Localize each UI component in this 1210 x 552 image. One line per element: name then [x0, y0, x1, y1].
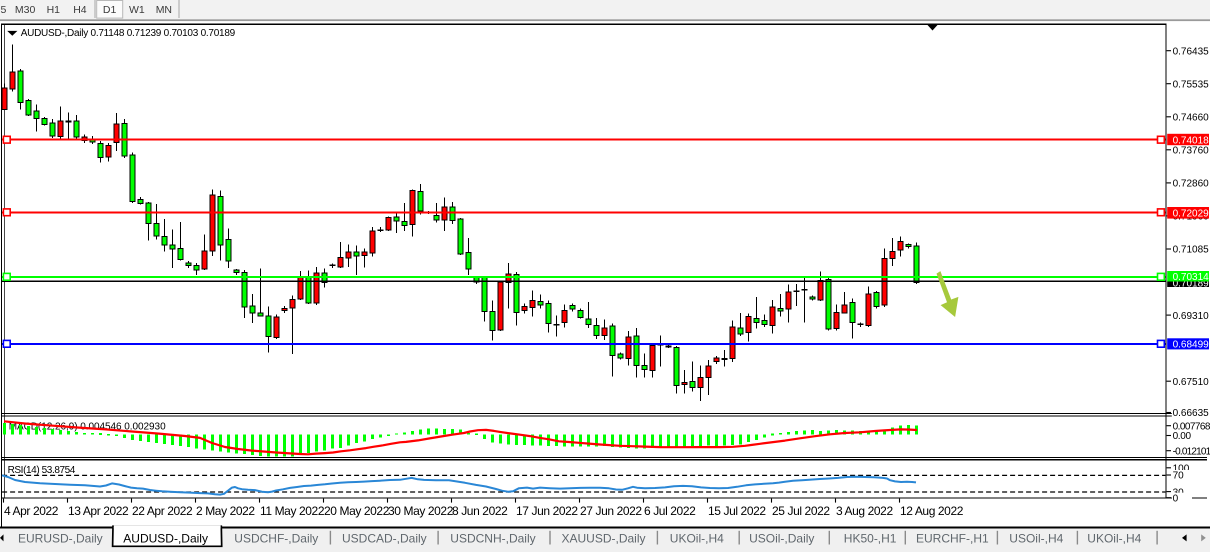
svg-text:0.76435: 0.76435 [1173, 46, 1210, 57]
svg-text:-0.012101: -0.012101 [1173, 446, 1210, 457]
svg-text:AUDUSD-,Daily 0.71148 0.71239: AUDUSD-,Daily 0.71148 0.71239 0.70103 0.… [21, 28, 236, 39]
svg-text:USDCAD-,Daily: USDCAD-,Daily [342, 532, 427, 546]
svg-text:0.72860: 0.72860 [1173, 179, 1210, 190]
svg-text:D1: D1 [103, 4, 117, 16]
svg-text:0.72029: 0.72029 [1173, 209, 1210, 220]
svg-text:3 Aug 2022: 3 Aug 2022 [836, 504, 893, 518]
svg-text:0.70189: 0.70189 [1173, 278, 1210, 289]
svg-text:22 Apr 2022: 22 Apr 2022 [132, 504, 193, 518]
svg-text:25 Jul 2022: 25 Jul 2022 [772, 504, 830, 518]
svg-text:H1: H1 [47, 4, 61, 16]
svg-text:0: 0 [1173, 493, 1179, 504]
svg-text:EURUSD-,Daily: EURUSD-,Daily [18, 532, 103, 546]
svg-text:70: 70 [1173, 471, 1185, 482]
svg-text:0.66635: 0.66635 [1173, 408, 1210, 419]
svg-text:30 May 2022: 30 May 2022 [388, 504, 454, 518]
svg-text:USOil-,H4: USOil-,H4 [1009, 532, 1063, 546]
svg-text:M30: M30 [15, 4, 36, 16]
svg-text:USOil-,Daily: USOil-,Daily [749, 532, 814, 546]
svg-text:20 May 2022: 20 May 2022 [324, 504, 390, 518]
svg-text:27 Jun 2022: 27 Jun 2022 [580, 504, 642, 518]
svg-text:0.00: 0.00 [1173, 431, 1192, 442]
svg-text:UKOil-,H4: UKOil-,H4 [1087, 532, 1141, 546]
svg-text:0.69310: 0.69310 [1173, 311, 1210, 322]
svg-text:H4: H4 [73, 4, 87, 16]
svg-text:2 May 2022: 2 May 2022 [196, 504, 255, 518]
svg-text:HK50-,H1: HK50-,H1 [844, 532, 897, 546]
svg-text:XAUUSD-,Daily: XAUUSD-,Daily [562, 532, 646, 546]
svg-text:0.007768: 0.007768 [1173, 421, 1210, 432]
svg-text:17 Jun 2022: 17 Jun 2022 [516, 504, 578, 518]
svg-text:0.68499: 0.68499 [1173, 339, 1210, 350]
svg-text:USDCHF-,Daily: USDCHF-,Daily [234, 532, 318, 546]
svg-text:0.74660: 0.74660 [1173, 113, 1210, 124]
svg-text:AUDUSD-,Daily: AUDUSD-,Daily [123, 532, 208, 546]
svg-text:0.71085: 0.71085 [1173, 245, 1210, 256]
svg-text:0.73760: 0.73760 [1173, 146, 1210, 157]
svg-text:0.70314: 0.70314 [1173, 272, 1210, 283]
svg-text:13 Apr 2022: 13 Apr 2022 [68, 504, 129, 518]
svg-text:4 Apr 2022: 4 Apr 2022 [4, 504, 59, 518]
svg-text:100: 100 [1173, 464, 1190, 475]
svg-text:USDCNH-,Daily: USDCNH-,Daily [450, 532, 535, 546]
svg-text:8 Jun 2022: 8 Jun 2022 [452, 504, 508, 518]
svg-text:UKOil-,H4: UKOil-,H4 [670, 532, 724, 546]
svg-text:EURCHF-,H1: EURCHF-,H1 [916, 532, 989, 546]
svg-text:MACD(12,26,9) 0.004546 0.00293: MACD(12,26,9) 0.004546 0.002930 [9, 421, 166, 432]
svg-text:0.75535: 0.75535 [1173, 79, 1210, 90]
svg-text:12 Aug 2022: 12 Aug 2022 [900, 504, 964, 518]
svg-text:5: 5 [1, 4, 7, 16]
svg-text:11 May 2022: 11 May 2022 [260, 504, 325, 518]
svg-text:MN: MN [156, 4, 172, 16]
svg-text:6 Jul 2022: 6 Jul 2022 [644, 504, 696, 518]
svg-text:RSI(14) 53.8754: RSI(14) 53.8754 [8, 465, 76, 476]
svg-text:15 Jul 2022: 15 Jul 2022 [708, 504, 766, 518]
svg-text:0.67510: 0.67510 [1173, 377, 1210, 388]
svg-text:0.74018: 0.74018 [1173, 135, 1210, 146]
svg-text:W1: W1 [129, 4, 145, 16]
